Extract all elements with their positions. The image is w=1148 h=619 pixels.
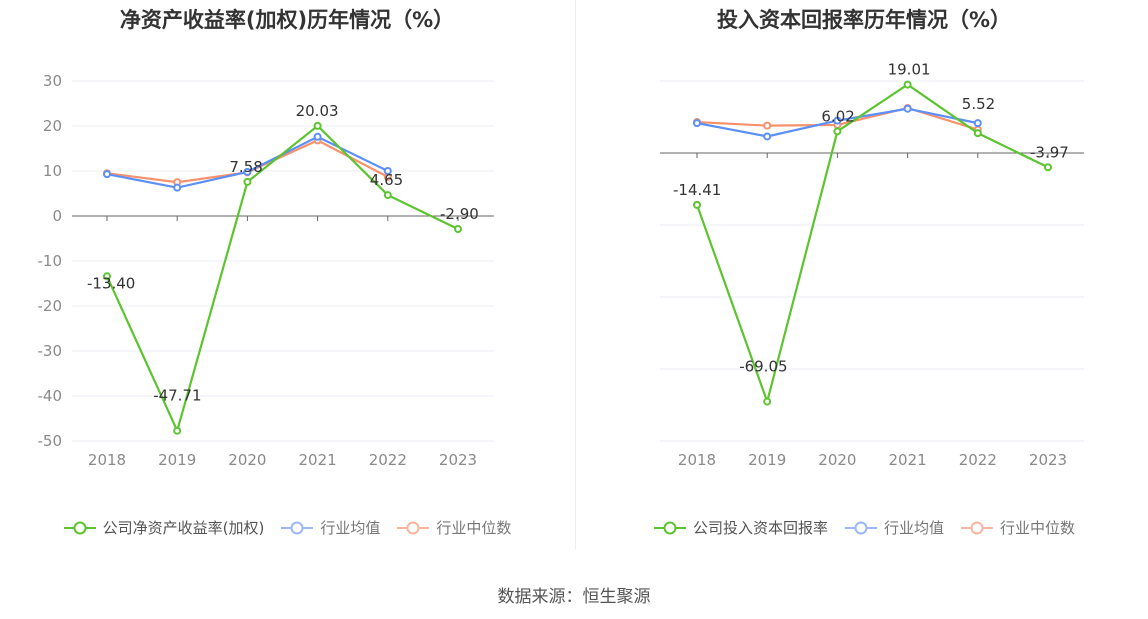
data-label: 4.65: [370, 171, 403, 189]
legend-item-industry-average[interactable]: 行业均值: [844, 517, 944, 538]
series-line-company: [695, 83, 1049, 406]
x-tick-label: 2018: [678, 451, 716, 469]
data-point[interactable]: [173, 426, 182, 435]
data-point[interactable]: [454, 225, 462, 234]
data-point[interactable]: [1044, 163, 1052, 172]
legend-item-company[interactable]: 公司投入资本回报率: [653, 517, 828, 538]
panel-divider: [575, 0, 576, 550]
data-point[interactable]: [243, 167, 252, 176]
x-tick-label: 2023: [1029, 451, 1067, 469]
x-tick-label: 2018: [88, 451, 126, 469]
data-point[interactable]: [103, 170, 111, 179]
data-label: -69.05: [739, 358, 787, 376]
x-tick-label: 2023: [439, 451, 477, 469]
x-tick-label: 2021: [889, 451, 927, 469]
x-tick-label: 2022: [959, 451, 997, 469]
y-tick-label: 30: [43, 72, 62, 90]
data-label: -14.41: [673, 181, 721, 199]
legend-item-company[interactable]: 公司净资产收益率(加权): [63, 517, 265, 538]
data-point[interactable]: [763, 397, 772, 406]
legend-item-industry-median[interactable]: 行业中位数: [960, 517, 1075, 538]
data-label: 20.03: [296, 102, 339, 120]
legend-label: 行业均值: [320, 519, 381, 537]
y-tick-label: 20: [43, 117, 62, 135]
data-source-note: 数据来源：恒生聚源: [497, 587, 651, 607]
roic-plot-area: 200-20-40-60-80201820192020202120222023-…: [660, 61, 1084, 469]
y-tick-label: 10: [43, 162, 62, 180]
data-point[interactable]: [173, 183, 182, 192]
y-tick-label: -10: [38, 252, 63, 270]
series-line-company: [105, 124, 459, 434]
data-point[interactable]: [763, 132, 772, 141]
data-point[interactable]: [903, 80, 912, 89]
data-point[interactable]: [103, 272, 111, 281]
data-point[interactable]: [903, 104, 912, 113]
x-tick-label: 2021: [299, 451, 337, 469]
x-tick-label: 2020: [228, 451, 266, 469]
y-tick-label: -40: [38, 387, 63, 405]
data-label: -47.71: [153, 387, 201, 405]
x-tick-label: 2019: [158, 451, 196, 469]
y-tick-label: -30: [38, 342, 63, 360]
data-point[interactable]: [973, 119, 982, 128]
data-label: 19.01: [888, 61, 931, 79]
data-point[interactable]: [313, 132, 322, 141]
data-label: 5.52: [962, 95, 995, 113]
legend-item-industry-average[interactable]: 行业均值: [280, 517, 380, 538]
data-point[interactable]: [833, 127, 842, 136]
data-point[interactable]: [243, 177, 252, 186]
chart-title: 净资产收益率(加权)历年情况（%）: [119, 8, 455, 32]
legend-line-icon: [281, 521, 314, 534]
roic-chart-panel: 投入资本回报率历年情况（%） 200-20-40-60-802018201920…: [577, 0, 1148, 560]
legend-label: 公司投入资本回报率: [692, 519, 828, 537]
legend-item-industry-median[interactable]: 行业中位数: [396, 517, 511, 538]
chart-title: 投入资本回报率历年情况（%）: [716, 8, 1012, 32]
legend-label: 行业中位数: [436, 519, 512, 537]
data-point[interactable]: [973, 129, 982, 138]
roe-plot-area: 30 20 10 0 -10 -20 -30 -40 -50 2018 2019 2020 2021 20…: [38, 72, 494, 469]
legend-line-icon: [844, 521, 877, 534]
data-point[interactable]: [383, 167, 392, 175]
data-point[interactable]: [383, 191, 392, 200]
data-point[interactable]: [833, 116, 842, 125]
y-tick-label: -50: [38, 432, 63, 450]
data-label: 6.02: [821, 107, 854, 125]
roe-chart-panel: 净资产收益率(加权)历年情况（%） 30 20 10 0 -10 -20 -30 -40 -50…: [0, 0, 574, 560]
legend-line-icon: [397, 521, 430, 534]
x-tick-label: 2020: [818, 451, 856, 469]
legend-line-icon: [653, 521, 686, 534]
legend-label: 行业中位数: [1000, 519, 1076, 537]
legend-line-icon: [961, 521, 993, 534]
legend-label: 公司净资产收益率(加权): [102, 519, 265, 537]
data-label: -3.97: [1030, 143, 1069, 161]
x-tick-label: 2022: [369, 451, 407, 469]
data-point[interactable]: [313, 121, 322, 130]
data-point[interactable]: [693, 200, 701, 209]
data-label: -13.40: [87, 274, 135, 292]
y-tick-label: 0: [52, 207, 62, 225]
legend-line-icon: [63, 521, 96, 534]
data-point[interactable]: [693, 119, 701, 128]
data-point[interactable]: [763, 121, 772, 130]
data-label: -2.90: [440, 205, 479, 223]
y-tick-label: -20: [38, 297, 63, 315]
legend: 公司净资产收益率(加权) 行业均值 行业中位数: [0, 517, 574, 538]
legend: 公司投入资本回报率 行业均值 行业中位数: [577, 517, 1148, 538]
x-tick-label: 2019: [748, 451, 786, 469]
legend-label: 行业均值: [883, 519, 944, 537]
data-label: 7.58: [229, 158, 262, 176]
